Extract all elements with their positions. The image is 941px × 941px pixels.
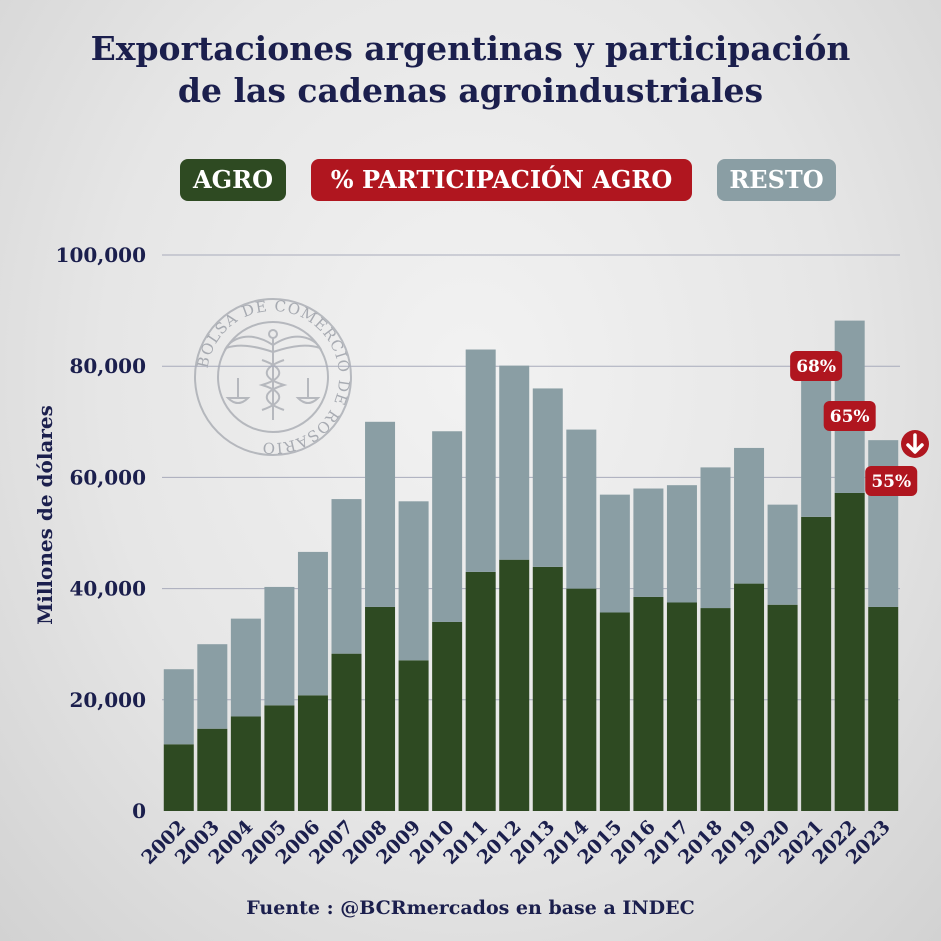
y-axis-ticks: 0 20,000 40,000 60,000 80,000 100,000: [56, 243, 146, 823]
y-tick-label: 100,000: [56, 243, 146, 267]
bar-agro-2021: [801, 516, 832, 811]
bar-agro-2006: [297, 695, 328, 811]
y-tick-label: 40,000: [69, 577, 146, 601]
bar-resto-2023: [868, 440, 899, 607]
bar-resto-2015: [599, 494, 630, 613]
down-arrow-icon: [901, 430, 929, 458]
bar-resto-2021: [801, 376, 832, 517]
bar-agro-2016: [633, 596, 664, 811]
bar-agro-2017: [666, 602, 697, 811]
x-axis-ticks: 2002200320042005200620072008200920102011…: [137, 816, 894, 869]
annotation-2021: 68%: [790, 351, 843, 381]
title-line-1: Exportaciones argentinas y participación: [90, 29, 851, 68]
bar-resto-2007: [331, 499, 362, 654]
bar-resto-2011: [465, 349, 496, 572]
bar-resto-2005: [264, 586, 295, 706]
bar-agro-2022: [834, 492, 865, 811]
y-tick-label: 0: [132, 799, 146, 823]
bar-agro-2003: [197, 728, 228, 811]
bar-resto-2020: [767, 504, 798, 605]
bar-agro-2008: [365, 606, 396, 811]
y-tick-label: 60,000: [69, 465, 146, 489]
bar-agro-2011: [465, 571, 496, 811]
bar-resto-2013: [532, 388, 563, 567]
bar-agro-2015: [599, 612, 630, 811]
bar-resto-2016: [633, 488, 664, 597]
legend-agro: AGRO: [180, 159, 286, 201]
bar-agro-2019: [734, 583, 765, 811]
bars: [163, 320, 899, 811]
bar-agro-2005: [264, 705, 295, 811]
bar-agro-2002: [163, 744, 194, 811]
legend-resto: RESTO: [717, 159, 836, 201]
y-tick-label: 20,000: [69, 688, 146, 712]
bar-agro-2013: [532, 566, 563, 811]
annotation-label: 55%: [871, 472, 911, 492]
bar-agro-2009: [398, 660, 429, 811]
bar-resto-2006: [297, 551, 328, 696]
y-axis-label: Millones de dólares: [33, 405, 57, 625]
annotation-2022: 65%: [823, 401, 876, 431]
annotation-label: 65%: [830, 407, 870, 427]
annotations: 68% 65% 55%: [790, 351, 929, 496]
bar-resto-2014: [566, 429, 597, 589]
bar-agro-2010: [432, 621, 463, 811]
bar-agro-2007: [331, 653, 362, 811]
annotation-badge: [823, 401, 876, 431]
legend-participacion-agro: % PARTICIPACIÓN AGRO: [311, 159, 692, 201]
bar-resto-2009: [398, 501, 429, 661]
bar-agro-2014: [566, 588, 597, 811]
bar-resto-2010: [432, 431, 463, 622]
bar-resto-2012: [499, 365, 530, 560]
title-line-2: de las cadenas agroindustriales: [177, 71, 764, 110]
annotation-badge: [865, 466, 918, 496]
annotation-2023: 55%: [865, 466, 918, 496]
bar-agro-2023: [868, 606, 899, 811]
y-tick-label: 80,000: [69, 354, 146, 378]
bar-resto-2003: [197, 644, 228, 729]
bar-agro-2020: [767, 604, 798, 811]
bar-resto-2018: [700, 467, 731, 609]
legend: AGRO % PARTICIPACIÓN AGRO RESTO: [0, 159, 941, 203]
bar-agro-2018: [700, 608, 731, 811]
bar-resto-2019: [734, 447, 765, 584]
annotation-badge: [790, 351, 843, 381]
bar-agro-2004: [230, 716, 261, 811]
annotation-label: 68%: [796, 357, 836, 377]
bar-agro-2012: [499, 559, 530, 811]
chart-title: Exportaciones argentinas y participación…: [0, 28, 941, 112]
bar-resto-2008: [365, 421, 396, 607]
bar-resto-2002: [163, 669, 194, 745]
bar-resto-2017: [666, 485, 697, 603]
source-note: Fuente : @BCRmercados en base a INDEC: [246, 897, 695, 919]
bar-resto-2004: [230, 618, 261, 717]
